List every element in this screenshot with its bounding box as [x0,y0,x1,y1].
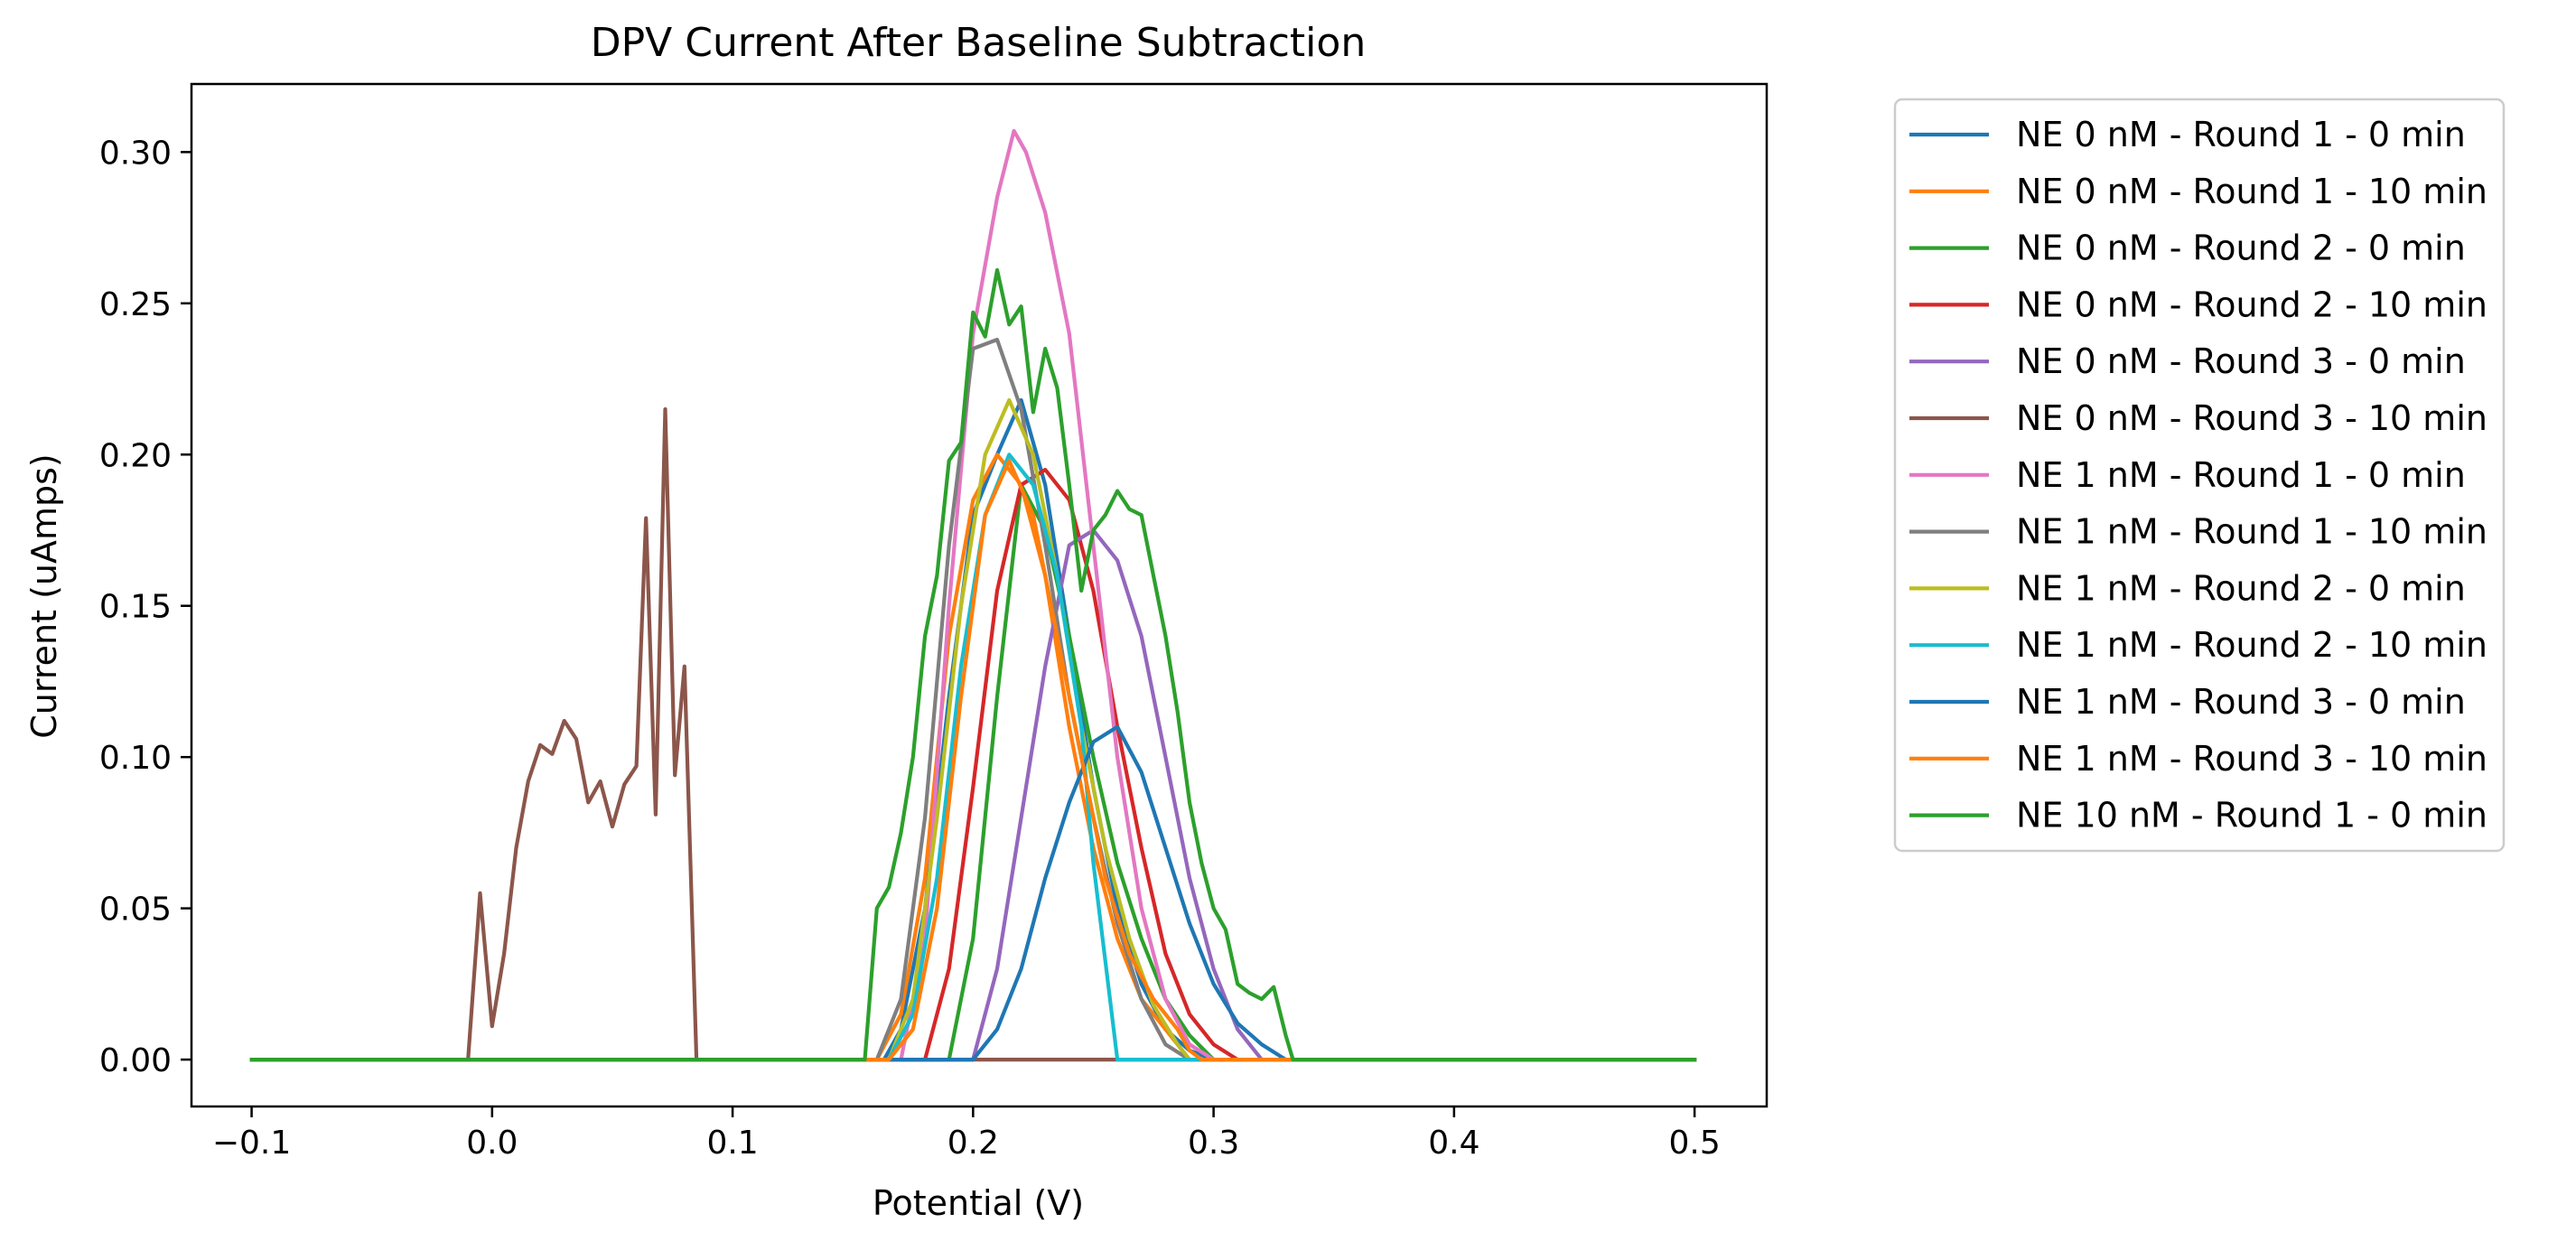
series-line-9 [249,397,1697,1062]
legend-frame [1893,98,2506,853]
series-line-11 [249,724,1697,1062]
plot-frame [190,82,1769,1108]
x-tick-label: 0.1 [706,1125,758,1162]
series-line-12 [249,458,1697,1062]
series-line-2 [249,453,1697,1062]
legend-label-3: NE 0 nM - Round 2 - 0 min [2016,229,2466,268]
series-line-4 [249,467,1697,1062]
series-line-10 [249,453,1697,1062]
series-line-6 [249,406,1697,1062]
legend-label-8: NE 1 nM - Round 1 - 10 min [2016,512,2487,552]
legend: NE 0 nM - Round 1 - 0 min NE 0 nM - Round… [1893,98,2506,853]
x-tick-label: 0.2 [947,1125,999,1162]
legend-label-9: NE 1 nM - Round 2 - 0 min [2016,568,2466,608]
chart-title: DPV Current After Baseline Subtraction [591,20,1366,66]
y-tick-label: 0.15 [99,589,172,626]
y-tick-label: 0.25 [99,286,172,323]
series-line-8 [249,337,1697,1062]
series-line-7 [249,128,1697,1062]
series-layer [249,128,1697,1062]
legend-label-1: NE 0 nM - Round 1 - 0 min [2016,115,2466,154]
x-axis-label: Potential (V) [873,1183,1084,1223]
x-tick-label: 0.3 [1188,1125,1239,1162]
legend-label-10: NE 1 nM - Round 2 - 10 min [2016,625,2487,665]
legend-label-13: NE 10 nM - Round 1 - 0 min [2016,796,2487,836]
y-tick-label: 0.10 [99,740,172,777]
x-axis: −0.1 0.0 0.1 0.2 0.3 0.4 0.5 [212,1106,1721,1162]
series-line-3 [249,482,1697,1062]
legend-label-6: NE 0 nM - Round 3 - 10 min [2016,398,2487,438]
y-tick-label: 0.05 [99,892,172,929]
legend-label-2: NE 0 nM - Round 1 - 10 min [2016,172,2487,211]
legend-label-7: NE 1 nM - Round 1 - 0 min [2016,455,2466,495]
y-tick-label: 0.00 [99,1042,172,1079]
y-tick-label: 0.20 [99,437,172,474]
y-axis: 0.00 0.05 0.10 0.15 0.20 0.25 0.30 [99,135,191,1079]
x-tick-label: −0.1 [212,1125,291,1162]
legend-label-11: NE 1 nM - Round 3 - 0 min [2016,682,2466,722]
legend-label-5: NE 0 nM - Round 3 - 0 min [2016,341,2466,381]
series-line-13 [249,267,1697,1062]
x-tick-label: 0.0 [466,1125,518,1162]
x-tick-label: 0.4 [1428,1125,1479,1162]
y-tick-label: 0.30 [99,135,172,172]
legend-label-12: NE 1 nM - Round 3 - 10 min [2016,739,2487,779]
x-tick-label: 0.5 [1668,1125,1720,1162]
y-axis-label: Current (uAmps) [24,453,64,738]
legend-label-4: NE 0 nM - Round 2 - 10 min [2016,285,2487,324]
